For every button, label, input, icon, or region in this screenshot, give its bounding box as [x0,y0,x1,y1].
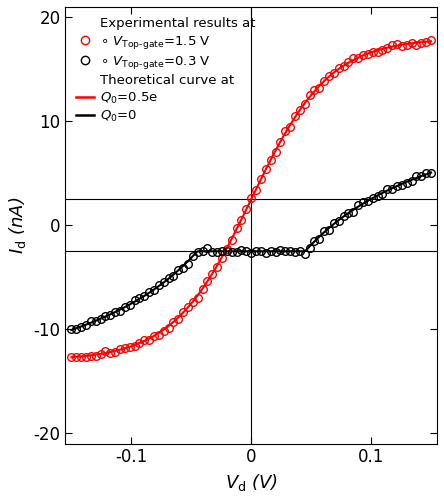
X-axis label: $V_{\mathrm{d}}$ (V): $V_{\mathrm{d}}$ (V) [225,472,278,493]
Y-axis label: $I_{\mathrm{d}}$ (nA): $I_{\mathrm{d}}$ (nA) [7,196,28,254]
Legend: Experimental results at, $\circ$ $V_{\rm Top\text{-}gate}$=1.5 V, $\circ$ $V_{\r: Experimental results at, $\circ$ $V_{\rm… [72,14,259,128]
